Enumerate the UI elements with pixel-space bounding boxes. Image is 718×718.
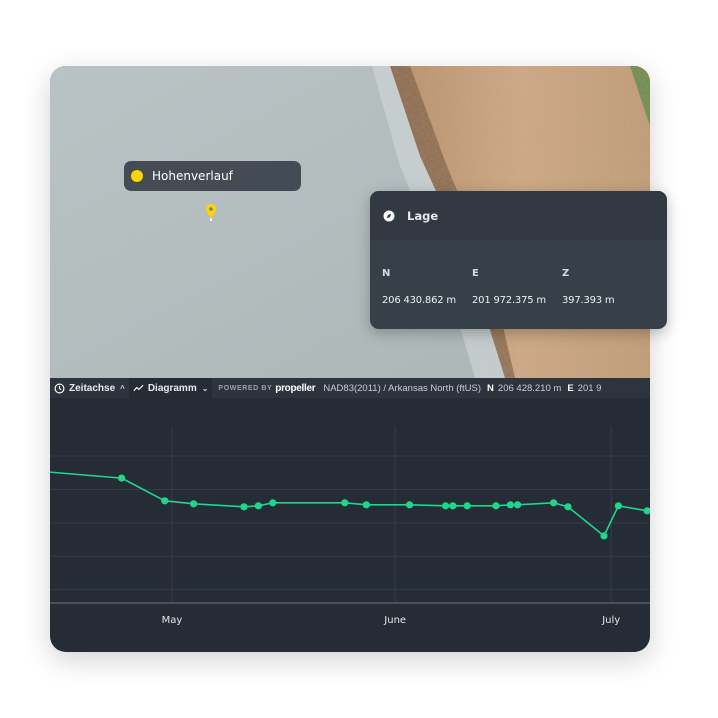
data-point [161,497,169,505]
timeline-label: Zeitachse [69,382,116,394]
data-point [269,499,277,507]
coord-n: N 206 430.862 m [382,268,472,306]
x-tick-label: July [601,615,620,626]
x-tick-label: May [162,615,183,626]
elevation-chart[interactable]: May June July [50,398,650,652]
data-point [341,499,349,507]
data-point [514,501,522,509]
coord-z: Z 397.393 m [562,268,652,306]
marker-label-text: Hohenverlauf [152,169,233,183]
data-point [442,502,450,510]
data-point [614,502,623,510]
chart-toggle[interactable]: Diagramm ⌄ [128,378,213,398]
chevron-down-icon: ⌄ [201,383,209,393]
marker-dot-icon [131,170,143,182]
easting-key: E [567,382,574,394]
data-point [643,507,650,515]
popup-header: Lage [370,191,667,240]
position-popup: Lage N 206 430.862 m E 201 972.375 m Z 397.… [370,191,667,329]
northing-value: 206 428.210 m [497,382,562,394]
powered-by-text: POWERED BY [218,384,273,392]
coord-e: E 201 972.375 m [472,268,562,306]
data-point [449,502,457,510]
popup-title: Lage [407,208,439,223]
northing-key: N [487,382,494,394]
easting-value: 201 9 [577,382,602,394]
data-point [492,502,500,510]
data-point [190,500,198,508]
popup-coordinates: N 206 430.862 m E 201 972.375 m Z 397.393 m [382,268,652,306]
data-point [240,503,248,511]
data-point [550,499,558,507]
coord-value: 201 972.375 m [472,295,546,306]
coord-value: 397.393 m [562,295,615,306]
timeline-toggle[interactable]: Zeitachse ^ [50,378,129,398]
propeller-logo: propeller [275,382,316,394]
data-point [506,501,514,509]
data-point [564,503,572,511]
coord-value: 206 430.862 m [382,295,456,306]
coord-key: E [472,268,479,279]
clock-icon [54,383,65,393]
marker-label[interactable]: Hohenverlauf [124,161,301,191]
chart-label: Diagramm [147,382,197,394]
x-tick-label: June [383,615,406,626]
data-point [362,501,370,509]
chevron-up-icon: ^ [120,383,125,393]
data-point [254,502,262,510]
coordinate-system[interactable]: NAD83(2011) / Arkansas North (ftUS) [323,382,482,394]
series-line [50,471,648,538]
coord-key: Z [562,268,570,279]
data-point [600,532,608,540]
bottom-toolbar: Zeitachse ^ Diagramm ⌄ POWERED BY propel… [50,378,650,398]
data-point [118,474,126,482]
data-point [463,502,471,510]
compass-icon [383,210,395,221]
map-card: Hohenverlauf Zeitachse ^ Diagramm ⌄ POWE… [50,66,650,652]
data-point [406,501,414,509]
coord-key: N [382,268,391,279]
map-pin-icon[interactable] [205,203,217,223]
line-chart-icon [133,384,144,392]
